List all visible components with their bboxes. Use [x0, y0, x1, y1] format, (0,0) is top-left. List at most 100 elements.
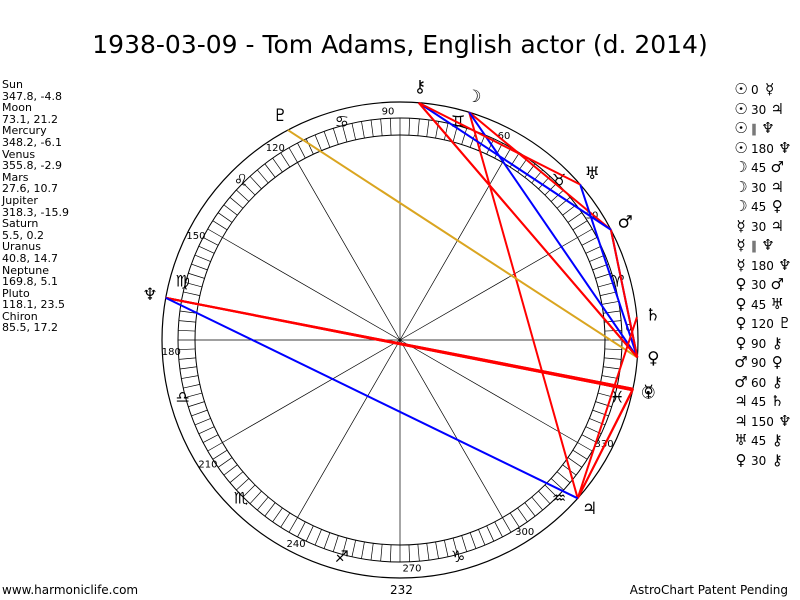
venus-glyph-icon: ♀ — [771, 197, 783, 215]
degree-tick — [305, 138, 314, 155]
aspect-label: 30 — [751, 453, 767, 468]
planet-pos-jupiter: 318.3, -15.9 — [2, 205, 69, 219]
degree-tick — [185, 282, 203, 288]
aspect-row: ♃ 150 ♆ — [733, 412, 793, 432]
aspect-row: ♀ 30 ♂ — [733, 275, 793, 295]
aspect-label: 45 — [751, 434, 767, 448]
degree-tick — [581, 434, 598, 443]
sector-line — [399, 162, 503, 341]
degree-tick — [314, 134, 322, 151]
bottom-value: 232 — [390, 583, 413, 597]
degree-tick — [280, 152, 291, 168]
degree-tick — [264, 502, 276, 517]
aspect-label: 90 — [751, 336, 767, 351]
aspect-row: ☉ 180 ♆ — [733, 139, 793, 159]
aspect-label: 45 — [751, 200, 767, 214]
planet-name-neptune: Neptune — [2, 263, 50, 277]
planet-name-pluto: Pluto — [2, 286, 30, 300]
uranus-glyph-icon: ♅ — [770, 294, 784, 313]
aspect-label: 180 — [751, 258, 774, 273]
degree-tick — [524, 502, 536, 517]
degree-tick — [577, 442, 593, 452]
sign-glyph-icon: ♑ — [451, 547, 465, 566]
degree-tick — [461, 128, 468, 145]
mars-glyph-icon: ♂ — [734, 372, 748, 391]
site-link[interactable]: www.harmoniclife.com — [2, 583, 139, 597]
venus-icon: ♀ — [647, 349, 659, 369]
degree-tick — [556, 471, 571, 483]
degree-tick — [370, 543, 374, 561]
aspect-line — [609, 229, 639, 358]
degree-tick — [408, 544, 411, 562]
chiron-glyph-icon: ⚷ — [771, 333, 783, 352]
sun-glyph-icon: ☉ — [734, 99, 748, 118]
aspect-label: 30 — [751, 278, 767, 292]
planet-name-mercury: Mercury — [2, 124, 47, 138]
aspect-row: ☽ 45 ♀ — [733, 197, 793, 217]
chiron-glyph-icon: ⚷ — [771, 372, 783, 391]
sun-glyph-icon: ☉ — [734, 119, 748, 137]
degree-tick — [272, 507, 283, 523]
jupiter-glyph-icon: ♃ — [770, 99, 784, 118]
degree-tick — [332, 535, 339, 552]
aspect-line — [576, 388, 634, 499]
degree-label: 150 — [186, 231, 205, 242]
planet-name-sun: Sun — [2, 78, 23, 91]
aspect-label: 120 — [751, 317, 774, 331]
degree-tick — [297, 142, 306, 159]
uranus-glyph-icon: ♅ — [734, 431, 748, 449]
planet-name-mars: Mars — [2, 170, 29, 184]
degree-tick — [597, 282, 615, 288]
degree-tick — [517, 507, 528, 523]
degree-tick — [314, 529, 322, 546]
degree-tick — [178, 357, 196, 360]
aspect-row: ☿ ∥ ♆ — [733, 236, 793, 256]
degree-label: 90 — [382, 106, 395, 117]
degree-tick — [502, 517, 512, 533]
degree-tick — [188, 401, 205, 408]
uranus-icon: ♅ — [585, 164, 600, 184]
mercury-glyph-icon: ☿ — [736, 216, 746, 235]
aspect-line — [417, 102, 639, 359]
planet-name-venus: Venus — [2, 147, 36, 161]
degree-tick — [556, 197, 571, 209]
moon-glyph-icon: ☽ — [734, 158, 748, 176]
aspect-label: 60 — [751, 375, 767, 390]
aspect-label: ∥ — [751, 122, 757, 136]
degree-tick — [207, 228, 223, 238]
moon-glyph-icon: ☽ — [734, 177, 748, 196]
aspect-label: 0 — [751, 83, 759, 97]
degree-tick — [603, 366, 621, 370]
degree-tick — [351, 540, 356, 557]
aspect-row: ♀ 30 ⚷ — [733, 451, 793, 471]
sign-glyph-icon: ♌ — [234, 170, 248, 189]
degree-label: 60 — [498, 131, 511, 142]
degree-tick — [452, 537, 458, 555]
aspect-row: ☉ 30 ♃ — [733, 100, 793, 120]
planet-name-saturn: Saturn — [2, 217, 39, 231]
aspect-line — [418, 101, 581, 186]
planet-pos-mercury: 348.2, -6.1 — [2, 135, 62, 149]
degree-tick — [361, 121, 365, 139]
degree-tick — [280, 512, 291, 528]
aspect-row: ♅ 45 ⚷ — [733, 431, 793, 451]
degree-label: 270 — [402, 564, 421, 575]
aspect-line — [418, 101, 612, 231]
degree-tick — [191, 263, 208, 271]
degree-tick — [408, 118, 411, 136]
degree-tick — [562, 204, 577, 216]
degree-tick — [188, 272, 205, 279]
aspect-label: 90 — [751, 356, 767, 370]
aspect-row: ☉ ∥ ♆ — [733, 119, 793, 139]
neptune-glyph-icon: ♆ — [778, 411, 792, 430]
degree-tick — [604, 357, 622, 360]
page-title: 1938-03-09 - Tom Adams, English actor (d… — [92, 30, 708, 59]
degree-tick — [236, 189, 250, 202]
planet-name-uranus: Uranus — [2, 240, 41, 254]
degree-tick — [550, 189, 564, 202]
chiron-icon: ⚷ — [414, 77, 426, 97]
degree-tick — [305, 525, 314, 542]
degree-tick — [323, 131, 331, 148]
sign-glyph-icon: ♏ — [234, 489, 248, 508]
neptune-glyph-icon: ♆ — [761, 236, 775, 254]
